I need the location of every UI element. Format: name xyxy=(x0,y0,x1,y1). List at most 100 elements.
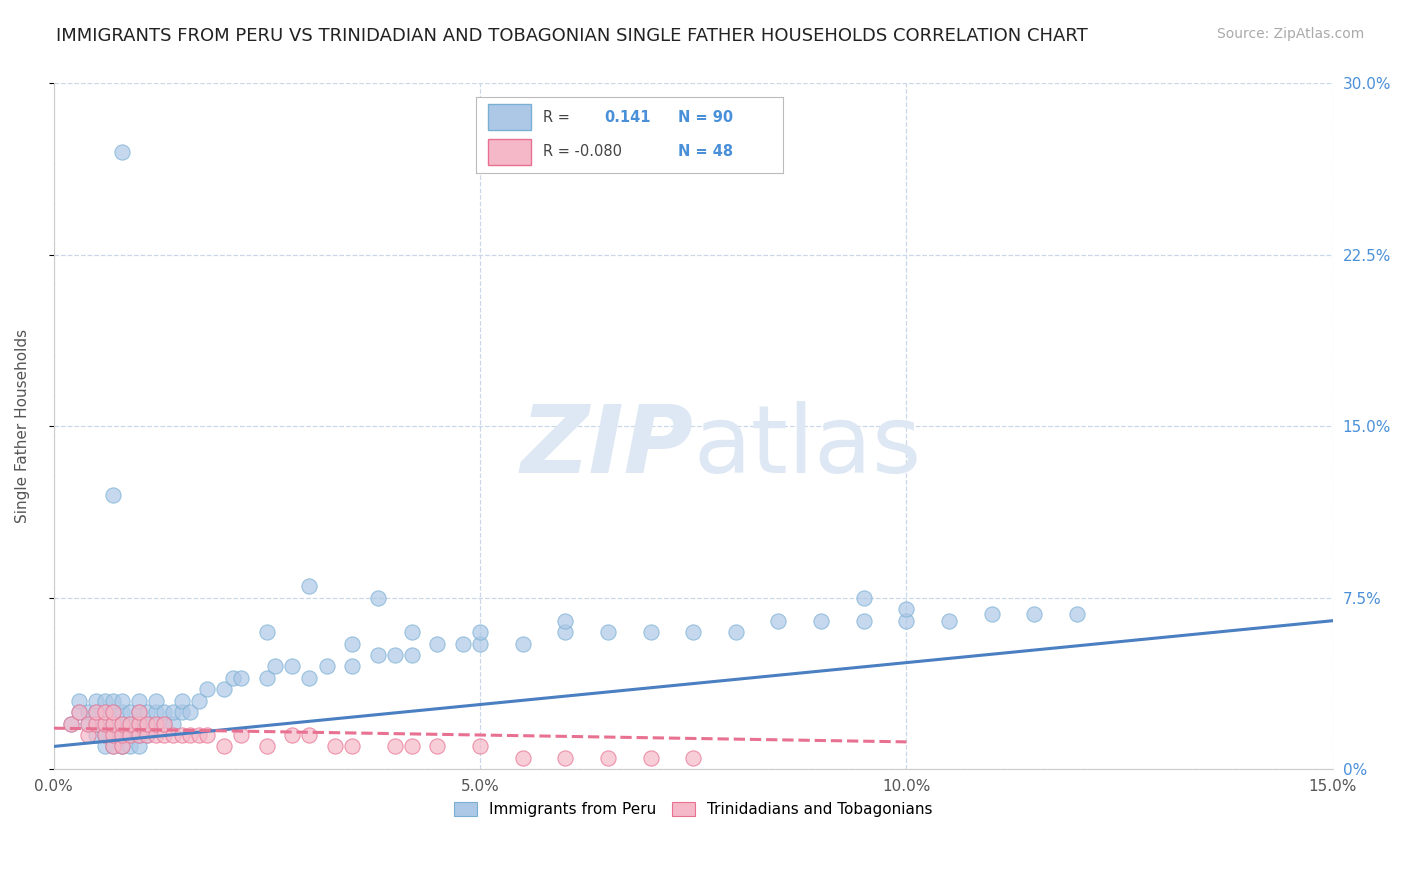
Point xyxy=(367,648,389,662)
Point xyxy=(84,728,107,742)
Point xyxy=(120,739,142,754)
Point xyxy=(1024,607,1046,621)
Point xyxy=(145,728,167,742)
Point xyxy=(256,739,278,754)
Point xyxy=(111,728,134,742)
Point xyxy=(426,739,449,754)
Point xyxy=(896,602,918,616)
Point xyxy=(222,671,245,685)
Point xyxy=(724,625,747,640)
Point xyxy=(938,614,960,628)
Point xyxy=(59,716,82,731)
Point xyxy=(94,705,117,719)
Point xyxy=(59,716,82,731)
Text: atlas: atlas xyxy=(693,401,921,493)
Point xyxy=(195,728,218,742)
Text: IMMIGRANTS FROM PERU VS TRINIDADIAN AND TOBAGONIAN SINGLE FATHER HOUSEHOLDS CORR: IMMIGRANTS FROM PERU VS TRINIDADIAN AND … xyxy=(56,27,1088,45)
Point xyxy=(162,728,184,742)
Point xyxy=(120,705,142,719)
Point xyxy=(384,648,406,662)
Point xyxy=(94,716,117,731)
Point xyxy=(298,728,321,742)
Point xyxy=(384,739,406,754)
Point xyxy=(170,694,193,708)
Y-axis label: Single Father Households: Single Father Households xyxy=(15,329,30,524)
Point xyxy=(179,705,201,719)
Point xyxy=(340,739,363,754)
Point xyxy=(136,728,159,742)
Point xyxy=(94,728,117,742)
Point xyxy=(128,739,150,754)
Point xyxy=(94,716,117,731)
Point xyxy=(76,705,98,719)
Point xyxy=(136,705,159,719)
Point xyxy=(120,728,142,742)
Point xyxy=(128,728,150,742)
Point xyxy=(67,694,90,708)
Point xyxy=(128,694,150,708)
Text: Source: ZipAtlas.com: Source: ZipAtlas.com xyxy=(1216,27,1364,41)
Point xyxy=(84,705,107,719)
Point xyxy=(682,625,704,640)
Point xyxy=(231,671,253,685)
Point xyxy=(120,716,142,731)
Point xyxy=(810,614,832,628)
Point xyxy=(103,488,125,502)
Point xyxy=(162,705,184,719)
Point xyxy=(128,705,150,719)
Point xyxy=(281,659,304,673)
Point xyxy=(896,614,918,628)
Point xyxy=(256,671,278,685)
Point xyxy=(111,739,134,754)
Point xyxy=(153,716,176,731)
Point xyxy=(468,636,491,650)
Point xyxy=(195,682,218,697)
Point xyxy=(315,659,337,673)
Point xyxy=(128,705,150,719)
Point xyxy=(468,739,491,754)
Point xyxy=(103,739,125,754)
Point xyxy=(120,716,142,731)
Point xyxy=(111,716,134,731)
Point xyxy=(103,694,125,708)
Point xyxy=(212,682,235,697)
Point xyxy=(111,739,134,754)
Point xyxy=(852,614,875,628)
Point xyxy=(212,739,235,754)
Point xyxy=(468,625,491,640)
Point xyxy=(596,625,619,640)
Point xyxy=(323,739,346,754)
Point xyxy=(94,705,117,719)
Point xyxy=(111,705,134,719)
Point xyxy=(554,751,576,765)
Point xyxy=(401,625,423,640)
Point xyxy=(298,671,321,685)
Point xyxy=(136,716,159,731)
Point xyxy=(179,728,201,742)
Point xyxy=(554,625,576,640)
Point xyxy=(153,728,176,742)
Point xyxy=(103,739,125,754)
Point xyxy=(401,648,423,662)
Point xyxy=(980,607,1002,621)
Point xyxy=(170,705,193,719)
Point xyxy=(340,636,363,650)
Point xyxy=(84,716,107,731)
Point xyxy=(145,705,167,719)
Point xyxy=(281,728,304,742)
Point xyxy=(103,728,125,742)
Point xyxy=(84,716,107,731)
Point xyxy=(84,705,107,719)
Point xyxy=(103,716,125,731)
Point xyxy=(256,625,278,640)
Point xyxy=(136,728,159,742)
Point xyxy=(111,716,134,731)
Point xyxy=(76,728,98,742)
Point xyxy=(187,694,209,708)
Point xyxy=(298,579,321,593)
Point xyxy=(128,728,150,742)
Point xyxy=(94,739,117,754)
Point xyxy=(264,659,287,673)
Point xyxy=(554,614,576,628)
Point xyxy=(145,694,167,708)
